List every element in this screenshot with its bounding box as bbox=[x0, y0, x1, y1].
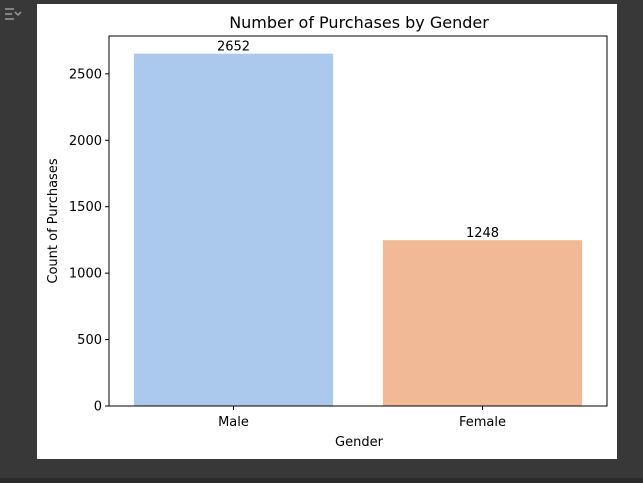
x-tick-label-female: Female bbox=[459, 415, 506, 430]
collapse-output-icon bbox=[5, 8, 22, 20]
bottom-divider bbox=[0, 478, 643, 483]
plot-area-frame bbox=[108, 35, 608, 407]
y-tick-label-1000: 1000 bbox=[69, 267, 102, 282]
data-labels-layer: 2652 1248 bbox=[217, 40, 499, 242]
y-axis-label: Count of Purchases bbox=[46, 158, 61, 283]
bar-male bbox=[133, 53, 334, 407]
chart-title: Number of Purchases by Gender bbox=[229, 13, 489, 32]
output-toggle-button[interactable] bbox=[2, 4, 22, 24]
x-axis-ticks: Male Female bbox=[218, 406, 506, 430]
bars-layer bbox=[133, 53, 583, 407]
y-axis-ticks: 0 500 1000 1500 2000 2500 bbox=[69, 67, 109, 415]
bar-female bbox=[382, 240, 583, 406]
y-tick-label-2500: 2500 bbox=[69, 67, 102, 82]
x-tick-label-male: Male bbox=[218, 415, 249, 430]
x-axis-label: Gender bbox=[335, 435, 384, 450]
chart-figure: Number of Purchases by Gender 2652 1248 0… bbox=[37, 4, 617, 459]
data-label-male: 2652 bbox=[217, 40, 250, 55]
data-label-female: 1248 bbox=[466, 226, 499, 241]
y-tick-label-500: 500 bbox=[77, 333, 102, 348]
y-tick-label-1500: 1500 bbox=[69, 200, 102, 215]
y-tick-label-2000: 2000 bbox=[69, 134, 102, 149]
bar-chart: Number of Purchases by Gender 2652 1248 0… bbox=[46, 13, 608, 450]
y-tick-label-0: 0 bbox=[94, 400, 102, 415]
